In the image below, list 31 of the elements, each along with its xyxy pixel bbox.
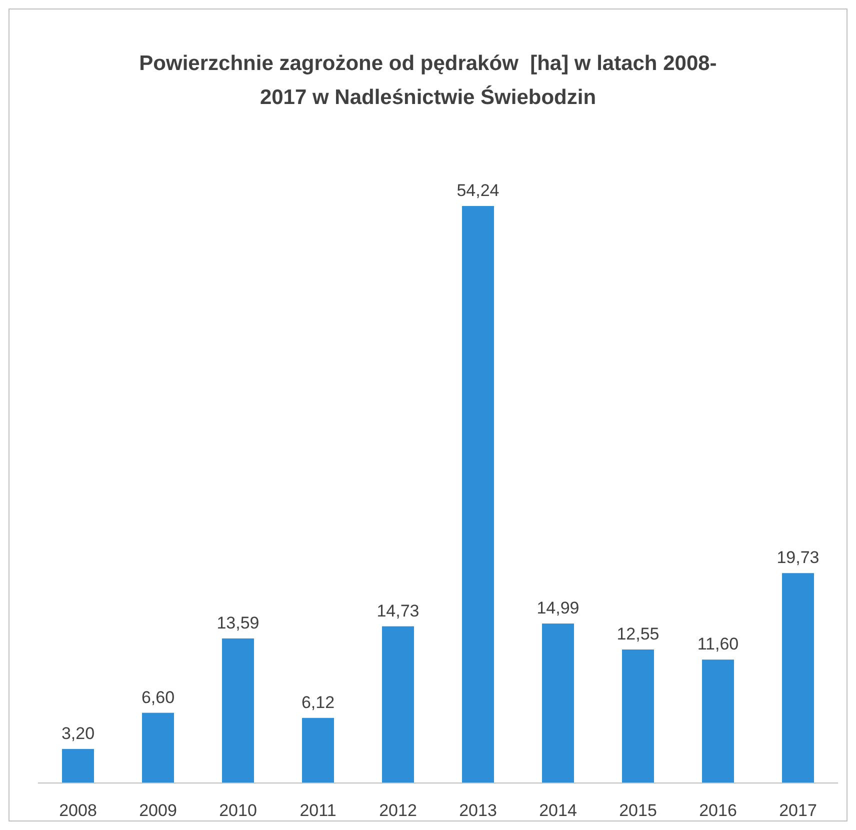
data-label: 19,73 (776, 548, 820, 568)
x-tick-label: 2015 (619, 801, 657, 820)
bar (622, 649, 654, 783)
bar (542, 624, 574, 783)
x-tick-label: 2016 (699, 801, 737, 820)
x-tick-label: 2008 (59, 801, 97, 820)
bar (782, 573, 814, 783)
x-tick-label: 2010 (219, 801, 257, 820)
x-tick-label: 2013 (459, 801, 497, 820)
bar (222, 638, 254, 783)
data-label: 54,24 (456, 181, 500, 200)
bar (462, 206, 494, 783)
chart-title: Powierzchnie zagrożone od pędraków [ha] w latach 2008-2017 w Nadleśnictwie Świebodzin (139, 52, 717, 109)
bar (302, 718, 334, 783)
data-label: 3,20 (61, 724, 95, 743)
x-tick-label: 2014 (539, 801, 577, 820)
data-label: 11,60 (697, 634, 739, 654)
bar (142, 712, 174, 783)
bar (382, 626, 414, 783)
x-tick-label: 2017 (779, 801, 817, 820)
x-tick-label: 2009 (139, 801, 177, 820)
data-label: 12,55 (616, 624, 660, 644)
data-label: 13,59 (216, 613, 260, 632)
data-label: 14,73 (376, 601, 420, 620)
data-label: 6,12 (301, 692, 335, 712)
bar (702, 660, 734, 783)
data-label: 6,60 (141, 688, 175, 707)
x-tick-label: 2011 (300, 801, 336, 820)
x-tick-label: 2012 (379, 801, 417, 820)
data-label: 14,99 (536, 598, 580, 618)
bar (62, 748, 94, 783)
